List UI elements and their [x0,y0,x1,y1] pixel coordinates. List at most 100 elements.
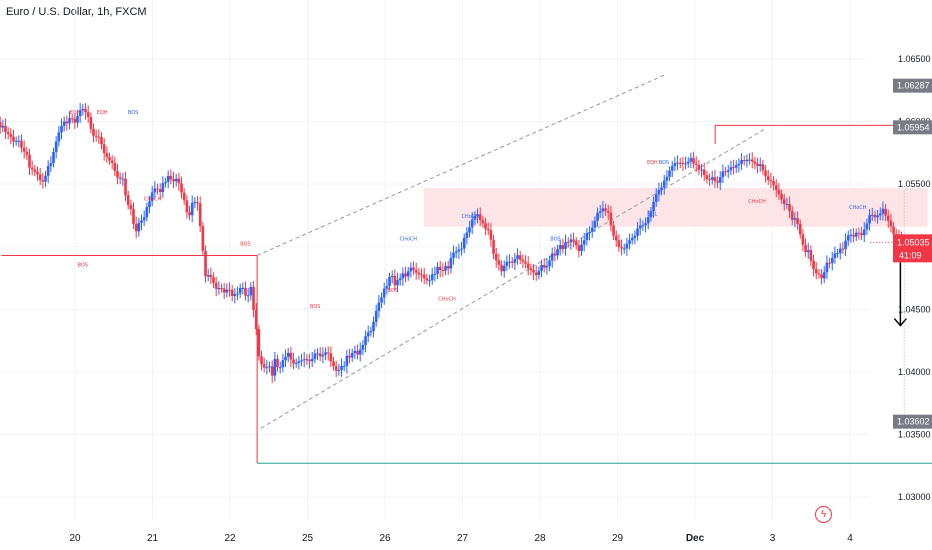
candle-body [225,289,229,293]
y-tick-label: 1.05500 [898,179,931,189]
candle-body [364,336,367,345]
candle-body [582,240,586,245]
candle-body [396,280,399,286]
candle-body [329,353,333,362]
candle-body [121,178,125,180]
candle-body [598,211,602,213]
candle-body [398,278,402,281]
candle-body [100,136,103,145]
candle-body [30,167,34,170]
candle-body [38,174,42,181]
candle-body [260,356,263,365]
candle-body [142,217,146,221]
candle-body [753,161,757,164]
candle-body [830,257,834,264]
annotation-label: EQH [97,110,108,116]
candle-body [697,164,701,170]
candle-body [676,162,679,164]
tradingview-logo-icon: ϟ [815,506,832,523]
candle-body [654,194,658,202]
candle-body [548,260,551,266]
candle-body [193,201,197,203]
candle-body [233,294,237,296]
candle-body [732,167,735,169]
candle-body [174,178,178,182]
x-tick-label: 27 [457,533,469,544]
candle-body [436,266,439,274]
candle-body [1,125,5,128]
candle-body [305,359,309,361]
candle-body [652,201,655,212]
candle-body [481,220,485,224]
candle-body [470,219,474,228]
candle-body [708,179,711,181]
candle-body [244,287,247,296]
candle-body [340,365,343,370]
y-tick-label: 1.04500 [898,304,931,314]
annotation-label: CHoCH [438,297,456,303]
candle-body [185,200,189,213]
candle-body [366,332,370,337]
candle-body [190,202,194,216]
candle-body [316,353,319,355]
candle-body [889,220,893,227]
candle-body [65,121,69,124]
candle-body [806,250,810,252]
candle-body [89,117,93,129]
candle-body [345,355,349,366]
candle-body [785,204,789,206]
candle-body [430,274,434,281]
candle-body [302,359,306,361]
candle-body [532,269,535,273]
candle-body [558,245,562,250]
annotation-label: EQH [647,160,658,166]
candle-body [262,364,266,368]
candle-body [534,272,538,275]
y-tick-label: 1.06500 [898,54,931,64]
candle-body [206,274,210,277]
candle-body [294,362,298,364]
candle-body [553,253,557,256]
candle-body [604,208,607,211]
candle-body [788,204,791,212]
candle-body [318,353,322,357]
candle-body [446,266,450,269]
candle-body [769,180,773,182]
candle-body [84,108,87,113]
time-axis[interactable]: 20 21 22 25 26 27 28 29 Dec 3 4 [69,533,853,544]
chart-title: Euro / U.S. Dollar, 1h, FXCM [6,6,147,18]
candle-body [670,166,674,171]
candle-body [393,275,397,286]
candle-body [841,248,845,250]
candle-body [113,162,117,172]
candle-body [198,203,202,227]
candle-body [772,181,775,186]
candle-body [25,151,29,155]
candle-body [286,352,290,357]
candle-body [126,195,130,206]
candle-body [662,180,666,188]
x-tick-label: 21 [147,533,159,544]
candle-body [326,352,330,354]
candle-body [374,311,378,322]
candle-body [417,272,421,275]
candle-body [204,250,207,277]
candle-body [782,199,786,205]
candle-body [441,269,445,271]
candle-body [638,225,642,229]
candle-body [596,212,599,221]
candle-body [438,266,442,270]
candle-body [60,126,63,133]
candle-body [628,240,631,244]
candle-body [633,235,637,238]
candle-body [420,274,423,276]
candle-body [108,156,111,161]
candle-body [574,241,578,246]
candle-body [414,270,418,273]
candle-body [68,118,71,124]
candle-body [630,237,634,241]
candle-body [102,144,106,154]
candle-body [14,140,18,142]
annotation-label: BOS [550,236,560,242]
